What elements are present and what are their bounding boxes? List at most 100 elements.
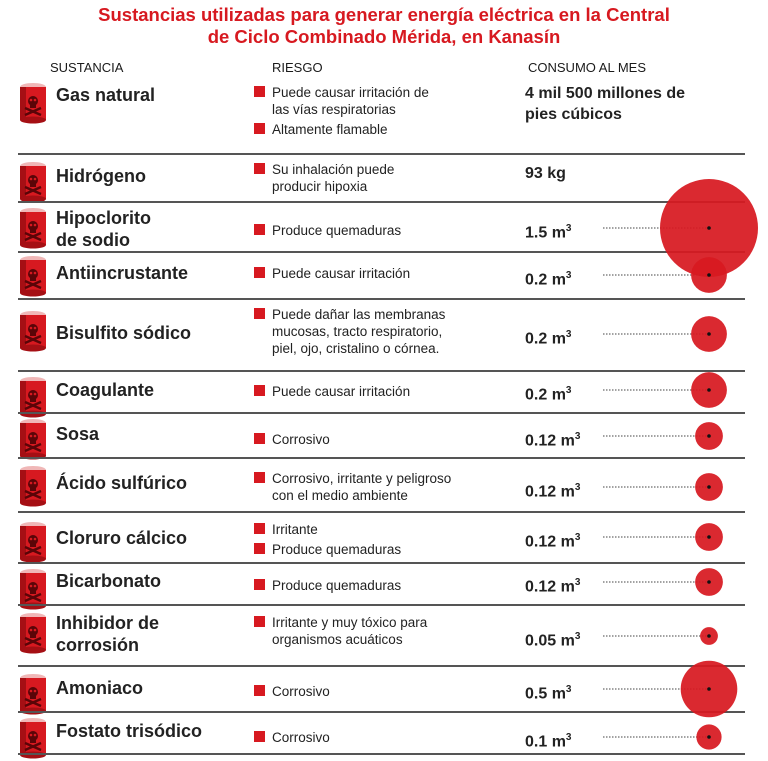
row-divider — [18, 412, 745, 414]
risk-list: Corrosivo — [254, 431, 504, 451]
risk-item: Corrosivo, irritante y peligroso con el m… — [254, 470, 504, 504]
risk-list: Irritante Produce quemaduras — [254, 521, 504, 561]
risk-list: Corrosivo — [254, 683, 504, 703]
risk-list: Corrosivo, irritante y peligroso con el m… — [254, 470, 504, 507]
bullet-square-icon — [254, 579, 265, 590]
risk-list: Puede causar irritación — [254, 265, 504, 285]
risk-text-line: Corrosivo — [272, 432, 330, 447]
table-row: Gas natural Puede causar irritación de las… — [18, 78, 745, 155]
risk-item: Corrosivo — [254, 729, 504, 746]
risk-text-line: producir hipoxia — [272, 179, 368, 194]
consumption-value: 0.12 m3 — [525, 426, 580, 451]
unit-exponent: 3 — [565, 223, 572, 234]
risk-text-line: Irritante y muy tóxico para — [272, 615, 428, 630]
table-row: Cloruro cálcico Irritante Produce quemadur… — [18, 513, 745, 564]
risk-item: Irritante — [254, 521, 504, 538]
consumption-text: 0.2 m — [525, 271, 566, 289]
substance-name: Sosa — [56, 423, 99, 445]
risk-text-line: Produce quemaduras — [272, 578, 402, 593]
bullet-square-icon — [254, 685, 265, 696]
risk-text-line: las vías respiratorias — [272, 102, 396, 117]
consumption-line: 0.2 m3 — [525, 324, 571, 349]
risk-list: Corrosivo — [254, 729, 504, 749]
row-divider — [18, 251, 745, 253]
consumption-text: pies cúbicos — [525, 106, 622, 123]
bullet-square-icon — [254, 163, 265, 174]
risk-text-line: organismos acuáticos — [272, 632, 403, 647]
column-headers: SUSTANCIA RIESGO CONSUMO AL MES — [0, 60, 768, 78]
risk-list: Puede dañar las membranas mucosas, tracto… — [254, 306, 504, 360]
barrel-hazard-icon — [20, 522, 46, 563]
consumption-text: 0.2 m — [525, 330, 566, 348]
bullet-square-icon — [254, 523, 265, 534]
row-divider — [18, 604, 745, 606]
risk-item: Irritante y muy tóxico para organismos ac… — [254, 614, 504, 648]
barrel-hazard-icon — [20, 466, 46, 507]
risk-text-line: Corrosivo — [272, 730, 330, 745]
substance-name: Hidrógeno — [56, 165, 146, 187]
unit-exponent: 3 — [574, 532, 581, 543]
unit-exponent: 3 — [565, 684, 572, 695]
substance-name: Bicarbonato — [56, 570, 161, 592]
substance-name-line: Coagulante — [56, 380, 155, 400]
barrel-hazard-icon — [20, 718, 46, 759]
bullet-square-icon — [254, 731, 265, 742]
row-divider — [18, 753, 745, 755]
unit-exponent: 3 — [565, 385, 572, 396]
table-row: Inhibidor de corrosión Irritante y muy tóx… — [18, 606, 745, 667]
risk-text-line: Puede causar irritación de — [272, 85, 429, 100]
consumption-value: 0.2 m3 — [525, 380, 571, 405]
substance-name-line: Antiincrustante — [56, 263, 189, 283]
risk-text-line: piel, ojo, cristalino o córnea. — [272, 341, 440, 356]
bullet-square-icon — [254, 224, 265, 235]
table-row: Hidrógeno Su inhalación puede producir hip… — [18, 155, 745, 203]
bullet-square-icon — [254, 267, 265, 278]
consumption-text: 0.2 m — [525, 386, 566, 404]
barrel-hazard-icon — [20, 569, 46, 610]
consumption-line: 0.12 m3 — [525, 426, 580, 451]
substance-name: Bisulfito sódico — [56, 322, 191, 344]
risk-item: Corrosivo — [254, 431, 504, 448]
unit-exponent: 3 — [565, 732, 572, 743]
unit-exponent: 3 — [565, 329, 572, 340]
consumption-value: 93 kg — [525, 163, 566, 184]
barrel-hazard-icon — [20, 256, 46, 297]
consumption-line: 0.2 m3 — [525, 380, 571, 405]
row-divider — [18, 370, 745, 372]
substance-name-line: de sodio — [56, 230, 131, 250]
substance-name-line: Bisulfito sódico — [56, 323, 191, 343]
substance-name: Antiincrustante — [56, 262, 188, 284]
consumption-text: 0.12 m — [525, 533, 575, 551]
bullet-square-icon — [254, 123, 265, 134]
barrel-hazard-icon — [20, 83, 46, 124]
table-row: Bisulfito sódico Puede dañar las membrana… — [18, 300, 745, 372]
risk-text-line: Corrosivo — [272, 684, 330, 699]
consumption-value: 0.5 m3 — [525, 679, 571, 704]
row-divider — [18, 711, 745, 713]
consumption-text: 0.12 m — [525, 432, 575, 450]
risk-text-line: Puede dañar las membranas — [272, 307, 446, 322]
consumption-text: 93 kg — [525, 165, 566, 182]
risk-text-line: Corrosivo, irritante y peligroso — [272, 471, 452, 486]
page-title: Sustancias utilizadas para generar energ… — [0, 4, 768, 48]
row-divider — [18, 511, 745, 513]
consumption-value: 0.12 m3 — [525, 527, 580, 552]
unit-exponent: 3 — [574, 431, 581, 442]
substance-name-line: Fostato trisódico — [56, 721, 203, 741]
header-riesgo: RIESGO — [272, 60, 323, 75]
table-row: Sosa Corrosivo 0.12 m3 — [18, 414, 745, 460]
risk-item: Altamente flamable — [254, 121, 504, 138]
risk-item: Produce quemaduras — [254, 222, 504, 239]
risk-item: Produce quemaduras — [254, 577, 504, 594]
consumption-line: 0.05 m3 — [525, 626, 580, 651]
table-row: Bicarbonato Produce quemaduras 0.12 m3 — [18, 564, 745, 610]
bullet-square-icon — [254, 385, 265, 396]
table-row: Ácido sulfúrico Corrosivo, irritante y pe… — [18, 459, 745, 513]
table-row: Antiincrustante Puede causar irritación 0.… — [18, 253, 745, 300]
substance-name: Hipoclorito de sodio — [56, 207, 151, 251]
risk-list: Puede causar irritación de las vías respi… — [254, 84, 504, 141]
substance-name: Fostato trisódico — [56, 720, 202, 742]
barrel-hazard-icon — [20, 311, 46, 352]
consumption-text: 1.5 m — [525, 224, 566, 242]
risk-list: Irritante y muy tóxico para organismos ac… — [254, 614, 504, 651]
